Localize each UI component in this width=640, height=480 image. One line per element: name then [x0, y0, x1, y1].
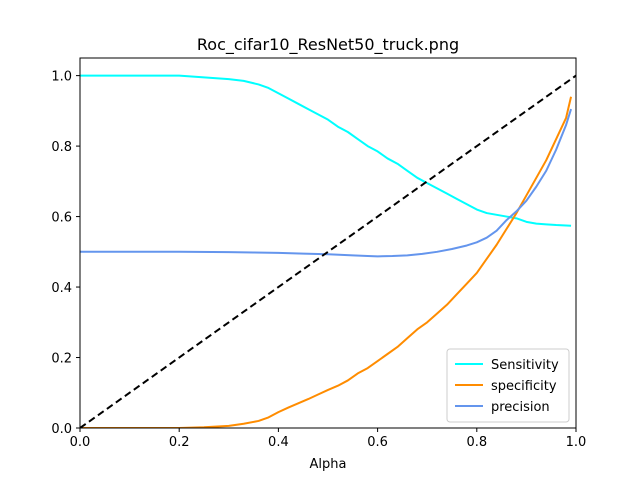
x-tick-label: 0.2 [169, 435, 190, 450]
y-tick-label: 1.0 [51, 70, 72, 85]
chart-title: Roc_cifar10_ResNet50_truck.png [197, 35, 459, 55]
y-tick-label: 0.4 [51, 281, 72, 296]
series-line-sensitivity [80, 74, 572, 227]
x-tick-label: 0.0 [70, 435, 91, 450]
series-line-specificity [80, 96, 573, 428]
axis-ticks: 0.0 0.2 0.4 0.6 0.8 1.0 0.0 0.2 0.4 0.6 0.8 1.0 [51, 70, 586, 450]
x-tick-label: 0.8 [466, 435, 487, 450]
legend-label: precision [491, 400, 550, 415]
x-tick-label: 1.0 [566, 435, 587, 450]
y-tick-label: 0.2 [51, 352, 72, 367]
x-tick-label: 0.4 [268, 435, 289, 450]
legend-label: Sensitivity [491, 358, 559, 373]
y-tick-label: 0.6 [51, 211, 72, 226]
diagonal-reference-line [80, 74, 576, 428]
y-tick-label: 0.8 [51, 140, 72, 155]
x-axis-label: Alpha [310, 457, 347, 472]
legend-box [446, 348, 570, 423]
plot-frame [79, 57, 577, 429]
plot-lines [80, 74, 576, 428]
y-tick-label: 0.0 [51, 422, 72, 437]
legend-label: specificity [491, 379, 557, 394]
legend: Sensitivity specificity precision [446, 348, 570, 423]
x-tick-label: 0.6 [367, 435, 388, 450]
series-line-precision [80, 108, 572, 258]
